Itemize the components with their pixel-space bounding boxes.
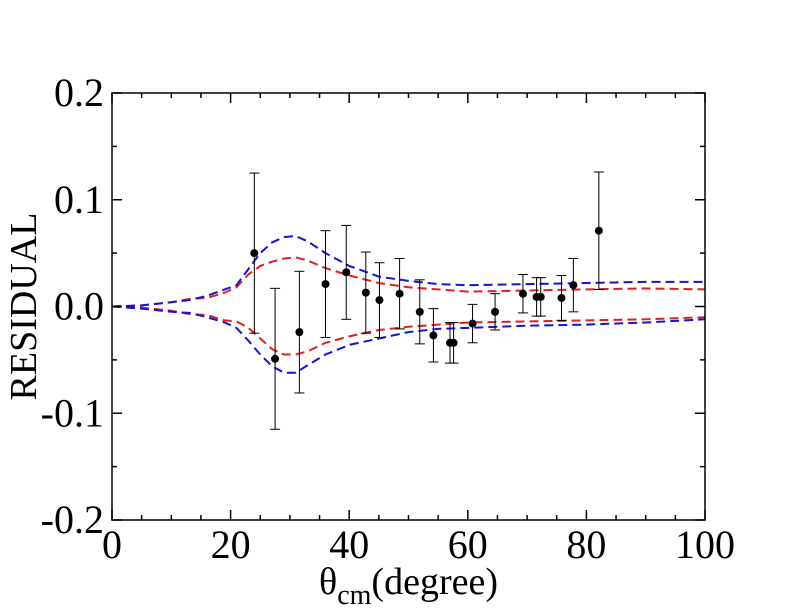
data-point-1 bbox=[249, 172, 260, 334]
y-tick-label: -0.2 bbox=[41, 497, 104, 542]
data-marker bbox=[415, 307, 424, 316]
data-point-14 bbox=[490, 293, 501, 331]
tick-labels: 0 20 40 60 80 100 -0.2 -0.1 0.0 0.1 0.2 bbox=[41, 70, 735, 567]
x-tick-label: 20 bbox=[211, 522, 251, 567]
data-point-19 bbox=[568, 257, 579, 313]
x-axis-title: θcm(degree) bbox=[319, 561, 498, 611]
data-point-15 bbox=[517, 273, 528, 314]
data-point-12 bbox=[448, 322, 459, 364]
x-axis-title-unit: (degree) bbox=[371, 561, 498, 603]
data-marker bbox=[295, 328, 304, 337]
red-band-upper-line bbox=[111, 256, 706, 308]
data-point-10 bbox=[428, 308, 439, 363]
data-marker bbox=[491, 307, 500, 316]
data-marker bbox=[449, 338, 458, 347]
data-point-5 bbox=[341, 224, 352, 320]
data-marker bbox=[594, 226, 603, 235]
data-marker bbox=[361, 288, 370, 297]
x-tick-label: 40 bbox=[329, 522, 369, 567]
data-marker bbox=[536, 292, 545, 301]
x-axis-title-subscript: cm bbox=[337, 580, 371, 611]
data-marker bbox=[250, 249, 259, 258]
red-band-lower-line bbox=[111, 305, 706, 356]
y-tick-label: 0.2 bbox=[54, 70, 104, 115]
data-point-6 bbox=[360, 251, 371, 334]
data-point-20 bbox=[593, 171, 604, 290]
model-bands bbox=[111, 234, 706, 374]
data-marker bbox=[468, 319, 477, 328]
axis-ticks bbox=[111, 92, 706, 521]
data-point-17 bbox=[535, 277, 546, 317]
data-point-4 bbox=[320, 230, 331, 338]
data-marker bbox=[569, 281, 578, 290]
data-marker bbox=[342, 268, 351, 277]
data-point-13 bbox=[467, 303, 478, 344]
data-marker bbox=[395, 289, 404, 298]
data-point-3 bbox=[294, 270, 305, 394]
x-tick-label: 0 bbox=[102, 522, 122, 567]
data-marker bbox=[518, 289, 527, 298]
data-marker bbox=[271, 354, 280, 363]
x-tick-label: 100 bbox=[675, 522, 735, 567]
plot-frame bbox=[111, 92, 706, 521]
y-tick-label: 0.0 bbox=[54, 284, 104, 329]
data-points bbox=[249, 171, 604, 430]
y-axis-title: RESIDUAL bbox=[3, 213, 45, 401]
x-tick-label: 60 bbox=[448, 522, 488, 567]
y-tick-label: 0.1 bbox=[54, 177, 104, 222]
y-tick-label: -0.1 bbox=[41, 390, 104, 435]
data-marker bbox=[375, 296, 384, 305]
data-point-7 bbox=[374, 262, 385, 338]
blue-band-upper-line bbox=[111, 234, 705, 308]
data-point-18 bbox=[556, 275, 567, 321]
data-marker bbox=[321, 280, 330, 289]
x-axis-title-theta: θ bbox=[319, 561, 337, 603]
x-tick-label: 80 bbox=[566, 522, 606, 567]
blue-band-lower-line bbox=[111, 305, 706, 374]
data-marker bbox=[429, 331, 438, 340]
data-point-2 bbox=[270, 287, 281, 430]
data-marker bbox=[557, 293, 566, 302]
data-point-9 bbox=[414, 279, 425, 345]
data-point-8 bbox=[394, 257, 405, 330]
